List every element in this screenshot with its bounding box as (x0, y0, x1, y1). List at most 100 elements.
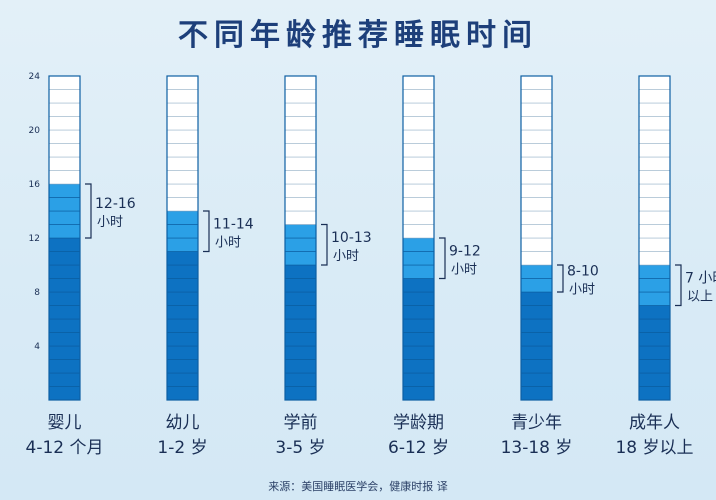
tube-segment (48, 75, 81, 90)
tube-segment (402, 251, 435, 266)
range-unit-label: 小时 (97, 215, 123, 230)
range-bracket (85, 183, 92, 239)
tube-segment (166, 264, 199, 279)
tube-segment (48, 156, 81, 171)
category-label: 青少年 (511, 413, 562, 433)
tube-segment (638, 359, 671, 374)
tube-outline (402, 75, 435, 401)
tube-outline (284, 75, 317, 401)
tube-segment (48, 116, 81, 131)
tube-segment (166, 210, 199, 225)
y-tick-label: 8 (34, 288, 40, 298)
tube-segment (48, 210, 81, 225)
range-unit-label: 以上 (687, 289, 713, 304)
tube-segment (638, 170, 671, 185)
tube-segment (284, 278, 317, 293)
tube-segment (166, 359, 199, 374)
tube-segment (48, 237, 81, 252)
tube-segment (48, 291, 81, 306)
tube-segment (48, 264, 81, 279)
tube-segment (520, 318, 553, 333)
tube-segment (284, 345, 317, 360)
tube-segment (48, 224, 81, 239)
tube-segment (284, 197, 317, 212)
category-label: 学龄期 (393, 413, 444, 433)
range-label: 9-12 (449, 243, 481, 259)
tube-segment (520, 89, 553, 104)
y-tick-label: 4 (34, 342, 40, 352)
tube-segment (166, 102, 199, 117)
tube-outline (48, 75, 81, 401)
tube-outline (638, 75, 671, 401)
tube-segment (284, 318, 317, 333)
tube-segment (638, 210, 671, 225)
category-sublabel: 4-12 个月 (26, 438, 104, 458)
tube-segment (284, 143, 317, 158)
tube-segment (520, 102, 553, 117)
y-tick-label: 20 (29, 126, 41, 136)
tube-segment (638, 305, 671, 320)
tube-segment (638, 197, 671, 212)
tube-segment (402, 210, 435, 225)
tube-outline (166, 75, 199, 401)
tube-segment (638, 237, 671, 252)
tube-segment (402, 129, 435, 144)
tube-segment (638, 75, 671, 90)
tube-segment (520, 264, 553, 279)
tube-segment (402, 89, 435, 104)
tube-segment (48, 278, 81, 293)
tube-segment (284, 156, 317, 171)
tube-segment (166, 291, 199, 306)
tube-segment (402, 224, 435, 239)
tube-segment (638, 224, 671, 239)
category-label: 幼儿 (166, 413, 200, 433)
tube-segment (638, 129, 671, 144)
tube-segment (284, 291, 317, 306)
tube-segment (520, 143, 553, 158)
tube-segment (520, 372, 553, 387)
tube-segment (638, 278, 671, 293)
category-sublabel: 13-18 岁 (501, 438, 573, 458)
tube-segment (48, 372, 81, 387)
tube-segment (48, 89, 81, 104)
tube-segment (284, 386, 317, 401)
tube-segment (48, 332, 81, 347)
category-label: 学前 (284, 413, 318, 433)
tube-segment (638, 251, 671, 266)
tube-segment (638, 183, 671, 198)
tube-segment (402, 359, 435, 374)
tube-segment (520, 156, 553, 171)
tube-segment (520, 237, 553, 252)
tube-segment (402, 170, 435, 185)
range-unit-label: 小时 (215, 235, 241, 250)
tube-segment (284, 305, 317, 320)
tube-segment (520, 291, 553, 306)
tube-segment (520, 129, 553, 144)
tube-segment (166, 372, 199, 387)
tube-segment (166, 332, 199, 347)
tube-segment (638, 264, 671, 279)
tube-segment (284, 170, 317, 185)
tube-segment (638, 156, 671, 171)
tube-segment (48, 129, 81, 144)
tube-segment (402, 156, 435, 171)
range-bracket (203, 210, 210, 253)
tube-segment (284, 372, 317, 387)
tube-segment (520, 210, 553, 225)
tube-segment (402, 278, 435, 293)
tube-segment (284, 183, 317, 198)
tube-segment (48, 143, 81, 158)
tube-segment (48, 318, 81, 333)
tube-segment (638, 291, 671, 306)
tube-segment (284, 89, 317, 104)
range-label: 11-14 (213, 216, 254, 232)
tube-segment (402, 143, 435, 158)
tube-segment (284, 332, 317, 347)
range-bracket (321, 223, 328, 266)
tube-segment (402, 237, 435, 252)
tube-segment (284, 359, 317, 374)
chart-title: 不同年龄推荐睡眠时间 (178, 18, 538, 53)
tube-segment (166, 156, 199, 171)
tube-segment (166, 89, 199, 104)
